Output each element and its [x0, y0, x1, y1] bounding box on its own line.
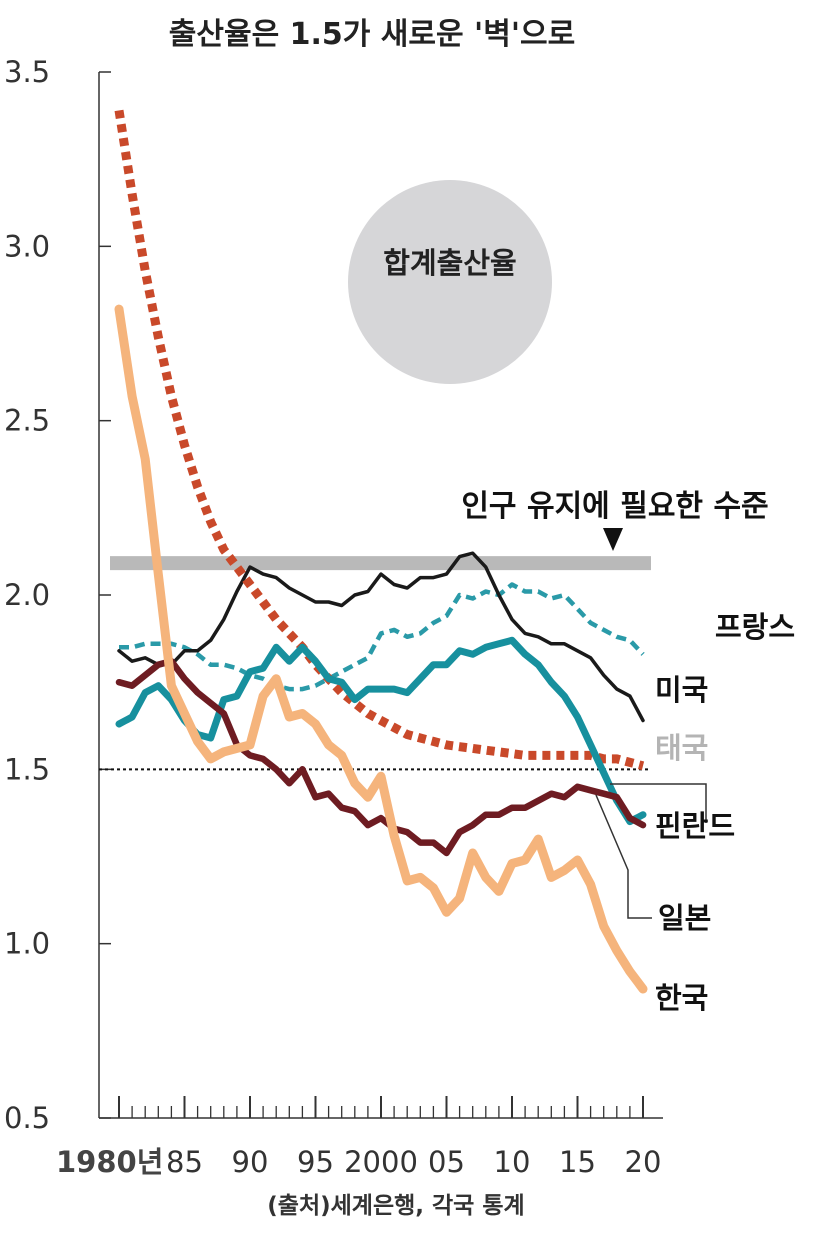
series-line-france — [119, 582, 645, 692]
y-tick-label: 2.5 — [4, 404, 50, 438]
x-tick-label: 10 — [494, 1145, 531, 1179]
x-tick-label: 2000 — [344, 1145, 418, 1179]
series-line-finland — [115, 636, 647, 826]
series-line-thailand — [114, 109, 645, 771]
y-tick-label: 3.5 — [4, 55, 50, 89]
series-label-japan: 일본 — [658, 901, 711, 935]
series-line-japan — [115, 657, 647, 857]
down-triangle-icon — [603, 528, 623, 551]
x-tick-label: 15 — [559, 1145, 596, 1179]
series-label-france: 프랑스 — [715, 610, 795, 644]
leader-japan — [595, 794, 652, 919]
series-label-usa: 미국 — [655, 673, 708, 707]
x-axis: 1980년 85 90 95 2000 05 10 15 20 — [56, 1096, 663, 1179]
series-label-finland: 핀란드 — [655, 809, 735, 843]
series-line-korea — [114, 304, 648, 994]
y-axis-label: 합계출산율 — [383, 246, 516, 280]
series-label-korea: 한국 — [655, 981, 708, 1015]
x-tick-label: 90 — [232, 1145, 269, 1179]
x-tick-label: 95 — [297, 1145, 334, 1179]
y-axis: 3.5 3.0 2.5 2.0 1.5 1.0 0.5 — [4, 55, 111, 1135]
leader-finland — [610, 783, 707, 823]
x-tick-label: 20 — [625, 1145, 662, 1179]
series-group — [114, 109, 648, 994]
y-tick-label: 1.0 — [4, 927, 50, 961]
series-label-thailand: 태국 — [655, 731, 708, 765]
chart-title: 출산율은 1.5가 새로운 '벽'으로 — [169, 17, 575, 52]
label-leaders — [595, 783, 707, 919]
x-tick-label: 85 — [166, 1145, 203, 1179]
y-tick-label: 3.0 — [4, 229, 50, 263]
y-tick-label: 1.5 — [4, 752, 50, 786]
reference-lines — [99, 556, 651, 771]
series-line-usa — [117, 551, 645, 723]
replacement-level-label: 인구 유지에 필요한 수준 — [461, 489, 768, 524]
y-tick-label: 2.0 — [4, 578, 50, 612]
x-tick-label: 05 — [428, 1145, 465, 1179]
ylabel-bubble — [348, 180, 552, 384]
x-tick-label: 1980년 — [56, 1145, 163, 1179]
source-note: (출처)세계은행, 각국 통계 — [267, 1193, 524, 1219]
y-tick-label: 0.5 — [4, 1101, 50, 1135]
